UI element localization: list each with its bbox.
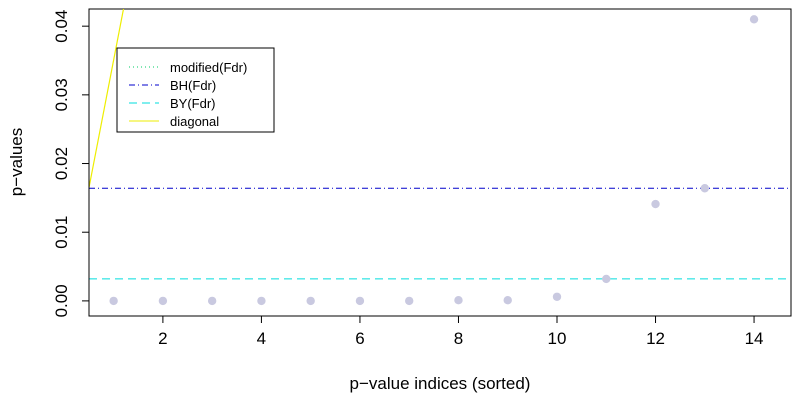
- x-tick-label: 8: [454, 329, 463, 348]
- data-point: [454, 296, 463, 305]
- legend-label: BH(Fdr): [170, 78, 216, 93]
- x-tick-label: 12: [646, 329, 665, 348]
- y-tick-label: 0.01: [52, 216, 71, 249]
- x-tick-label: 6: [355, 329, 364, 348]
- line-diagonal: [89, 9, 125, 188]
- y-tick-label: 0.04: [52, 10, 71, 43]
- x-tick-label: 14: [745, 329, 764, 348]
- data-point: [700, 184, 709, 193]
- data-point: [158, 296, 168, 306]
- x-tick-label: 2: [158, 329, 167, 348]
- y-tick-label: 0.03: [52, 78, 71, 111]
- data-point: [257, 296, 266, 306]
- x-tick-label: 4: [257, 329, 266, 348]
- data-point: [306, 296, 315, 306]
- data-point: [749, 15, 759, 24]
- legend-box: [116, 47, 275, 133]
- data-point: [109, 296, 118, 306]
- data-point: [405, 296, 414, 306]
- x-axis-label: p−value indices (sorted): [350, 374, 531, 393]
- y-tick-label: 0.00: [52, 284, 71, 317]
- data-point: [207, 296, 217, 306]
- x-axis: 2 4 6 8 10 12 14: [158, 315, 764, 348]
- data-point: [355, 296, 365, 306]
- y-axis: 0.00 0.01 0.02 0.03 0.04: [52, 10, 90, 317]
- data-point: [503, 296, 512, 305]
- data-point: [651, 199, 660, 209]
- legend-label: modified(Fdr): [170, 60, 247, 75]
- data-point: [552, 292, 562, 301]
- data-points: [109, 15, 759, 306]
- reference-lines: [89, 9, 791, 280]
- legend: modified(Fdr) BH(Fdr) BY(Fdr) diagonal: [116, 47, 275, 133]
- legend-label: diagonal: [170, 114, 219, 129]
- y-axis-label: p−values: [7, 128, 26, 197]
- x-tick-label: 10: [548, 329, 567, 348]
- legend-label: BY(Fdr): [170, 96, 216, 111]
- data-point: [602, 274, 611, 284]
- y-tick-label: 0.02: [52, 147, 71, 180]
